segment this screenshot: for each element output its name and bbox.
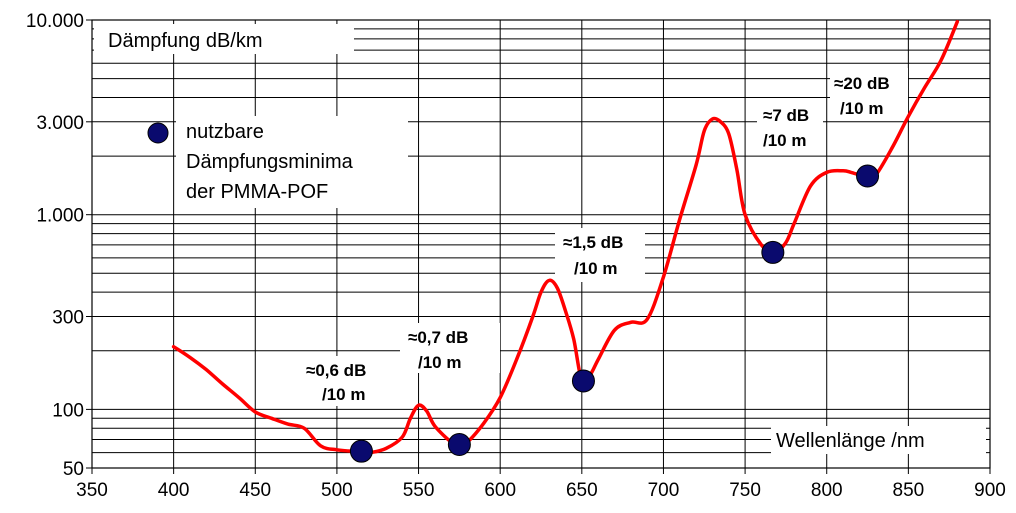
grid: [91, 19, 991, 474]
y-axis-label-box: Dämpfung dB/km: [94, 24, 354, 54]
series: [171, 19, 960, 455]
y-tick-label: 100: [52, 400, 84, 421]
x-tick-label: 700: [648, 480, 680, 501]
x-tick-labels: 350 400 450 500 550 600 650 700 750 800 850 900: [76, 480, 1006, 501]
plot-frame: [91, 19, 991, 469]
legend-marker: [147, 122, 169, 144]
y-tick-label: 3.000: [36, 113, 84, 134]
minimum-marker: [761, 240, 785, 264]
annotation-5-line1: ≈20 dB: [834, 74, 890, 93]
x-tick-label: 650: [566, 480, 598, 501]
x-tick-label: 500: [321, 480, 353, 501]
x-tick-label: 600: [484, 480, 516, 501]
y-tick-label: 300: [52, 307, 84, 328]
x-tick-label: 750: [729, 480, 761, 501]
minimum-marker: [447, 433, 471, 457]
x-tick-label: 400: [158, 480, 190, 501]
legend-line-1: nutzbare: [186, 121, 264, 143]
x-axis-label: Wellenlänge /nm: [776, 430, 925, 452]
annotation-1-line1: ≈0,6 dB: [306, 361, 366, 380]
attenuation-curve: [171, 19, 960, 455]
x-tick-label: 850: [893, 480, 925, 501]
y-tick-label: 10.000: [26, 11, 84, 32]
x-tick-label: 900: [974, 480, 1006, 501]
annotations: ≈0,6 dB /10 m ≈0,7 dB /10 m ≈1,5 dB /10 …: [296, 68, 908, 406]
annotation-2-line1: ≈0,7 dB: [408, 328, 468, 347]
y-tick-label: 50: [63, 459, 84, 480]
y-axis-label: Dämpfung dB/km: [108, 30, 263, 52]
annotation-4-line1: ≈7 dB: [763, 106, 809, 125]
x-tick-label: 550: [403, 480, 435, 501]
annotation-4-line2: /10 m: [763, 131, 806, 150]
x-tick-label: 350: [76, 480, 108, 501]
minimum-marker: [349, 439, 373, 463]
y-tick-labels: 50 100 300 1.000 3.000 10.000: [26, 11, 92, 480]
x-axis-label-box: Wellenlänge /nm: [771, 426, 986, 454]
minimum-marker: [856, 164, 880, 188]
annotation-1-line2: /10 m: [322, 385, 365, 404]
annotation-5-line2: /10 m: [840, 99, 883, 118]
legend-line-2: Dämpfungsminima: [186, 151, 354, 173]
legend: nutzbare Dämpfungsminima der PMMA-POF: [147, 116, 408, 208]
annotation-3-line1: ≈1,5 dB: [563, 233, 623, 252]
y-tick-label: 1.000: [36, 206, 84, 227]
x-tick-label: 800: [811, 480, 843, 501]
minima-markers: [349, 164, 880, 463]
minimum-marker: [571, 369, 595, 393]
x-tick-label: 450: [239, 480, 271, 501]
annotation-3-line2: /10 m: [574, 259, 617, 278]
legend-line-3: der PMMA-POF: [186, 181, 328, 203]
annotation-2-line2: /10 m: [418, 353, 461, 372]
